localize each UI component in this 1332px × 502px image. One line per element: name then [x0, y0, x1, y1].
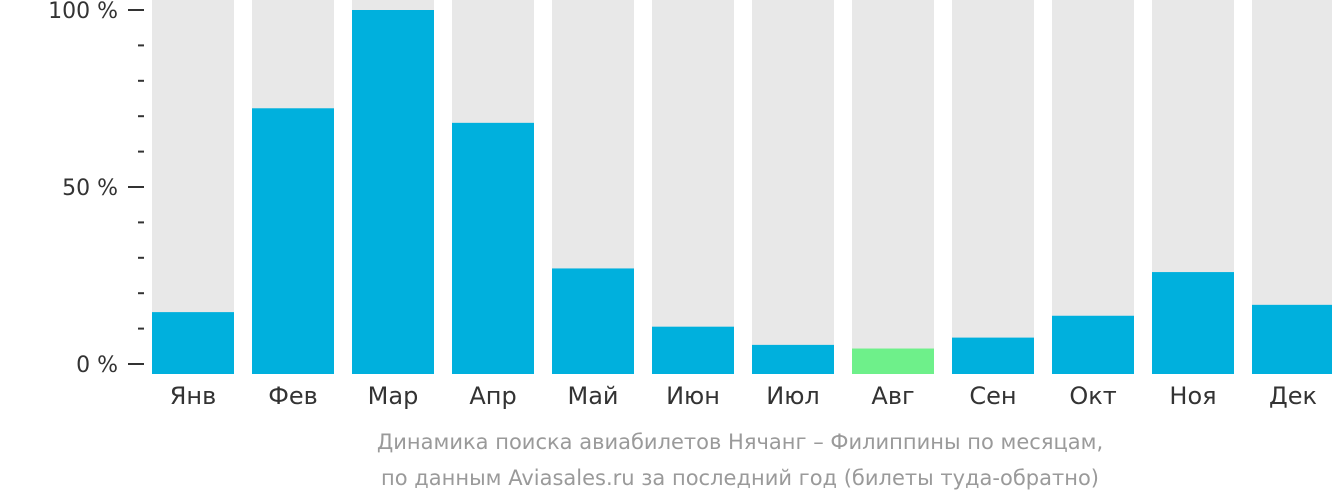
bar-track: [952, 0, 1034, 374]
bar: [952, 337, 1034, 374]
bar: [652, 326, 734, 374]
bar-track: [152, 0, 234, 374]
x-tick-label: Янв: [170, 382, 217, 410]
y-tick-label: 0 %: [76, 353, 118, 378]
x-tick-label: Дек: [1269, 382, 1317, 410]
bar-chart: 0 % 50 % 100 % Янв Фев Мар Апр Май Июн Июл Авг Сен О…: [48, 0, 1332, 410]
x-tick-label: Ноя: [1169, 382, 1216, 410]
bar-track: [852, 0, 934, 374]
bar: [252, 108, 334, 374]
x-tick-label: Июн: [666, 382, 720, 410]
bar: [152, 312, 234, 374]
bar: [852, 348, 934, 374]
x-tick-label: Май: [567, 382, 618, 410]
x-tick-label: Фев: [268, 382, 318, 410]
bar: [1052, 315, 1134, 374]
y-tick-label: 50 %: [62, 176, 118, 201]
chart-caption-line-1: Динамика поиска авиабилетов Нячанг – Фил…: [376, 430, 1104, 454]
bar-track: [752, 0, 834, 374]
x-tick-label: Мар: [368, 382, 419, 410]
x-tick-label: Апр: [469, 382, 516, 410]
bar-track: [1052, 0, 1134, 374]
x-tick-label: Июл: [766, 382, 820, 410]
bar: [552, 268, 634, 374]
bar: [1152, 272, 1234, 374]
x-tick-label: Окт: [1069, 382, 1116, 410]
bar: [352, 10, 434, 374]
x-tick-label: Авг: [871, 382, 914, 410]
x-tick-label: Сен: [969, 382, 1016, 410]
chart-caption-line-2: по данным Aviasales.ru за последний год …: [381, 466, 1099, 490]
bar-track: [652, 0, 734, 374]
bar: [1252, 304, 1332, 374]
bar: [752, 344, 834, 374]
y-tick-label: 100 %: [48, 0, 118, 24]
bar: [452, 122, 534, 374]
